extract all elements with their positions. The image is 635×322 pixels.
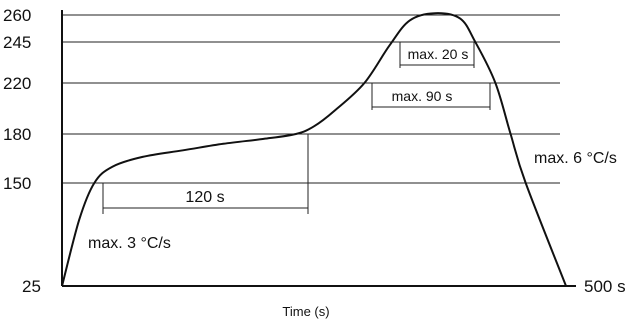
- annotation-ramp-up-rate: max. 3 °C/s: [88, 235, 171, 252]
- x-end-label: 500 s: [584, 277, 626, 296]
- annotation-max-90s: max. 90 s: [392, 88, 453, 104]
- y-tick-label: 180: [3, 125, 31, 144]
- y-tick-label: 25: [22, 277, 41, 296]
- y-tick-label: 245: [3, 33, 31, 52]
- y-tick-label: 150: [3, 174, 31, 193]
- annotation-max-20s: max. 20 s: [408, 46, 469, 62]
- y-tick-label: 220: [3, 74, 31, 93]
- y-tick-label: 260: [3, 6, 31, 25]
- annotation-120s: 120 s: [185, 189, 224, 206]
- annotation-cool-down-rate: max. 6 °C/s: [534, 150, 617, 167]
- x-axis-label: Time (s): [282, 304, 329, 319]
- temperature-profile-line: [61, 12, 567, 287]
